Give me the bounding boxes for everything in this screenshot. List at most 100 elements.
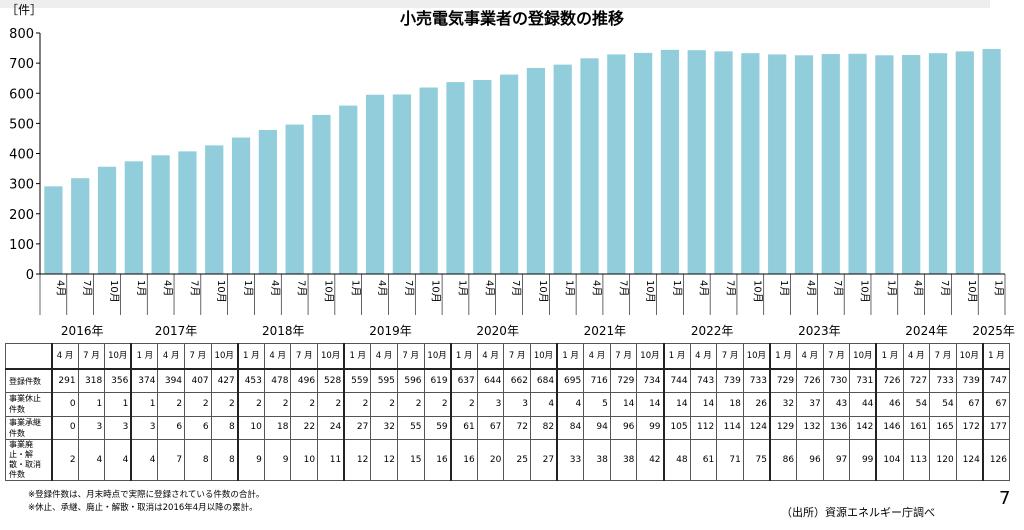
year-label: 2021年 [584,324,627,338]
value-cell: 16 [423,438,452,482]
bar [392,94,411,274]
value-cell: 136 [822,415,851,440]
month-header-cell: 10月 [210,343,239,370]
x-tick-label: 1月 [456,280,468,296]
bar [71,178,90,274]
value-cell: 2 [396,392,425,417]
row-label-cell: 登録件数 [5,368,52,394]
value-cell: 72 [503,415,531,440]
note-1: ※登録件数は、月末時点で実際に登録されている件数の合計。 [28,490,265,500]
table-row: 事業休止件数 0 1 1 1 2 2 2 2 2 2 2 2 2 2 2 2 3 3 4 4 5 14 14 14 14 18 26 3… [5,392,1010,417]
value-cell: 99 [849,438,877,482]
month-header-cell: 7 月 [77,343,106,370]
x-tick-label: 4月 [698,280,710,296]
value-cell: 734 [636,368,665,394]
value-cell: 82 [529,415,558,440]
bar [607,54,626,274]
source-credit: （出所）資源エネルギー庁調べ [781,506,935,519]
value-cell: 0 [50,392,79,417]
value-cell: 4 [77,438,106,482]
value-cell: 55 [396,415,425,440]
value-cell: 3 [476,392,505,417]
value-cell: 3 [77,415,106,440]
month-header-cell: 10月 [529,343,558,370]
month-header-cell: 1 月 [343,343,372,370]
bar [285,124,304,274]
chart-title: 小売電気事業者の登録数の推移 [400,9,624,28]
value-cell: 132 [796,415,824,440]
x-tick-label: 7月 [188,280,200,296]
value-cell: 684 [529,368,558,394]
bar [928,53,948,275]
month-header-cell: 4 月 [583,343,611,370]
value-cell: 595 [370,368,398,394]
value-cell: 18 [716,392,744,417]
value-cell: 38 [609,438,638,482]
value-cell: 374 [130,368,159,394]
value-cell: 6 [157,415,186,440]
value-cell: 496 [290,368,319,394]
value-cell: 2 [184,392,212,417]
value-cell: 2 [210,392,239,417]
value-cell: 43 [822,392,851,417]
y-tick-label: 700 [9,57,34,72]
x-tick-label: 7月 [81,280,93,296]
value-cell: 120 [929,438,957,482]
value-cell: 104 [875,438,904,482]
month-header-cell: 4 月 [370,343,398,370]
value-cell: 356 [104,368,132,394]
x-tick-label: 4月 [805,280,817,296]
x-tick-label: 1月 [885,280,897,296]
month-header-cell: 4 月 [689,343,718,370]
value-cell: 453 [236,368,265,394]
y-tick-label: 400 [9,148,34,163]
value-cell: 2 [157,392,186,417]
bar [151,155,170,274]
year-label: 2022年 [691,324,734,338]
month-header-cell: 7 月 [184,343,212,370]
value-cell: 2 [236,392,265,417]
x-tick-label: 4月 [269,280,281,296]
month-header-cell: 10月 [742,343,771,370]
y-tick-label: 500 [9,117,34,132]
value-cell: 24 [317,415,345,440]
y-tick-label: 800 [9,27,34,42]
value-cell: 427 [210,368,239,394]
x-tick-label: 1月 [671,280,683,296]
bar [473,79,492,275]
year-label: 2024年 [905,324,948,338]
value-cell: 84 [556,415,585,440]
y-tick-label: 100 [9,238,34,253]
value-cell: 165 [929,415,957,440]
y-tick-label: 200 [9,208,34,223]
value-cell: 731 [849,368,877,394]
value-cell: 67 [476,415,505,440]
value-cell: 4 [130,438,159,482]
table-row: 登録件数 291 318 356 374 394 407 427 453 478 496 528 559… [5,368,1010,394]
x-tick-label: 10月 [859,280,871,303]
month-header-cell: 10月 [104,343,132,370]
month-header-cell: 4 月 [902,343,931,370]
value-cell: 8 [184,438,212,482]
x-tick-label: 7月 [296,280,308,296]
bar [875,55,894,275]
bar [580,58,599,275]
table-row: 事業承継件数 0 3 3 3 6 6 8 10 18 22 24 27 32 55 59 61 67 72 82 84 9… [5,415,1010,440]
month-header-cell: 4 月 [476,343,505,370]
bar [955,51,974,274]
value-cell: 12 [370,438,398,482]
value-cell: 1 [77,392,106,417]
value-cell: 54 [929,392,957,417]
value-cell: 739 [716,368,744,394]
value-cell: 18 [263,415,292,440]
value-cell: 67 [955,392,984,417]
value-cell: 113 [902,438,931,482]
value-cell: 27 [529,438,558,482]
bar [526,67,546,274]
bar [44,186,63,274]
x-tick-label: 7月 [832,280,844,296]
value-cell: 27 [343,415,372,440]
value-cell: 71 [716,438,744,482]
value-cell: 96 [609,415,638,440]
